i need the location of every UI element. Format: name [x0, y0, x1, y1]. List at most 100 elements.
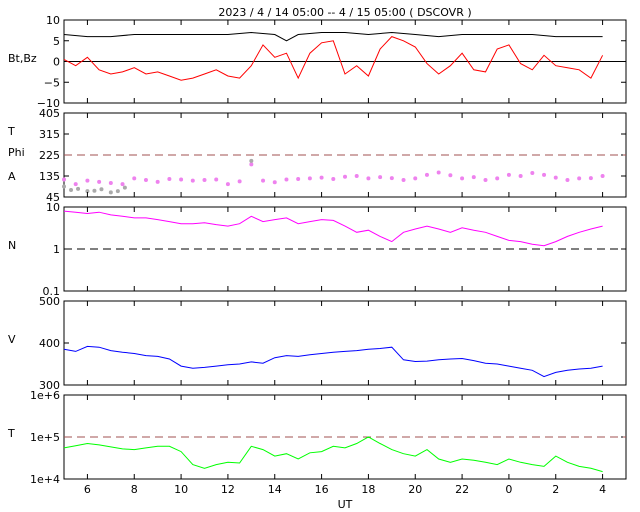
panel-ylabel: N [8, 239, 16, 252]
data-point [85, 178, 90, 183]
data-point [331, 177, 336, 182]
x-tick-label: 22 [455, 483, 469, 496]
data-point [249, 162, 254, 167]
panel-ylabel: A [8, 170, 16, 183]
panel-velocity: 500 400 300 V [8, 295, 627, 392]
x-tick-label: 10 [174, 483, 188, 496]
data-point [600, 174, 605, 178]
data-point [471, 175, 476, 180]
data-point [69, 188, 74, 192]
data-point [354, 174, 359, 178]
data-point [62, 184, 66, 189]
panel-density: 10 1 0.1 N [8, 201, 627, 298]
data-point [518, 174, 523, 178]
data-point [542, 172, 547, 177]
x-tick-label: 4 [599, 483, 606, 496]
series-line [63, 36, 604, 81]
y-tick-label: 5 [53, 35, 60, 48]
data-point [97, 179, 102, 184]
data-point [577, 176, 582, 181]
data-series [62, 162, 605, 187]
data-point [565, 177, 570, 182]
x-axis-label: UT [338, 498, 353, 511]
data-point [389, 176, 394, 181]
data-point [483, 177, 488, 182]
panel-ylabel: Phi [8, 146, 25, 159]
x-tick-label: 18 [361, 483, 375, 496]
series-line [63, 210, 603, 247]
y-tick-label: 45 [46, 191, 60, 204]
x-tick-label: 8 [131, 483, 138, 496]
series-line [63, 345, 603, 378]
y-tick-label: −5 [44, 76, 60, 89]
y-tick-label: 0 [53, 56, 60, 69]
data-point [62, 177, 66, 182]
data-point [261, 178, 266, 183]
data-point [85, 189, 90, 194]
data-point [76, 186, 81, 191]
data-point [73, 182, 78, 187]
x-tick-label: 0 [505, 483, 512, 496]
data-point [167, 177, 172, 182]
data-point [553, 175, 558, 180]
data-point [272, 180, 277, 185]
y-tick-label: 10 [46, 201, 60, 214]
y-tick-label: 400 [39, 337, 60, 350]
data-point [307, 176, 312, 181]
panel-ylabel: V [8, 333, 16, 346]
data-point [99, 187, 104, 192]
x-axis-ticks: 6 8 10 12 14 16 18 20 22 0 2 4 [84, 483, 606, 496]
data-series [62, 158, 254, 195]
y-tick-label: 135 [39, 170, 60, 183]
data-point [92, 188, 97, 193]
panel-magnetic-field: 10 5 0 −5 −10 Bt,Bz [8, 14, 627, 110]
x-tick-label: 16 [315, 483, 329, 496]
x-tick-label: 2 [552, 483, 559, 496]
data-point [115, 189, 120, 194]
panel-frame [63, 300, 627, 386]
data-point [179, 177, 184, 182]
data-point [319, 175, 324, 180]
y-tick-label: 1e+4 [30, 473, 60, 486]
series-line [63, 436, 603, 473]
data-point [413, 176, 418, 181]
panel-ylabel: T [7, 125, 15, 138]
data-point [506, 172, 511, 177]
data-point [495, 176, 500, 181]
x-tick-label: 20 [408, 483, 422, 496]
data-point [155, 179, 160, 184]
data-point [132, 176, 137, 181]
y-tick-label: 315 [39, 128, 60, 141]
data-point [378, 175, 383, 180]
y-tick-label: 500 [39, 295, 60, 308]
data-point [366, 176, 371, 181]
y-tick-label: 300 [39, 379, 60, 392]
data-point [214, 177, 219, 182]
data-point [401, 177, 406, 182]
y-tick-label: 1e+6 [30, 389, 60, 402]
series-line [63, 31, 603, 42]
chart-panels: 10 5 0 −5 −10 Bt,Bz 405 315 225 135 45 T Phi A 10 1 0.1 N… [7, 14, 627, 486]
data-point [143, 177, 148, 182]
data-point [424, 172, 429, 177]
data-point [122, 185, 127, 190]
y-tick-label: 10 [46, 14, 60, 27]
y-tick-label: 1e+5 [30, 431, 60, 444]
x-tick-label: 12 [221, 483, 235, 496]
y-tick-label: 1 [53, 243, 60, 256]
x-tick-label: 6 [84, 483, 91, 496]
data-point [448, 173, 453, 178]
data-point [120, 182, 125, 187]
data-point [460, 176, 465, 181]
data-point [343, 174, 347, 179]
data-point [588, 176, 593, 181]
data-point [530, 170, 535, 175]
y-tick-label: 405 [39, 107, 60, 120]
data-point [108, 190, 113, 195]
panel-ylabel: Bt,Bz [8, 52, 37, 65]
data-point [225, 182, 230, 187]
panel-ion-temperature: 1e+6 1e+5 1e+4 T [7, 389, 627, 486]
y-tick-label: 0.1 [43, 285, 61, 298]
y-tick-label: −10 [37, 97, 60, 110]
